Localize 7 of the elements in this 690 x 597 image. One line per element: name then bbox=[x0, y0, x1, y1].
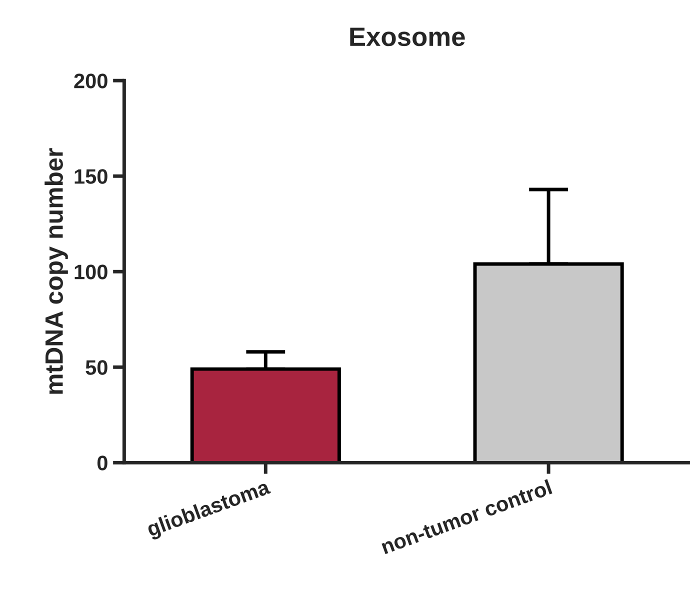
y-tick-label: 0 bbox=[97, 456, 108, 470]
y-axis-title: mtDNA copy number bbox=[44, 148, 68, 394]
chart-title: Exosome bbox=[350, 28, 465, 46]
y-tick-label: 200 bbox=[74, 74, 108, 88]
y-tick-label: 100 bbox=[74, 264, 108, 280]
y-tick-label: 150 bbox=[74, 169, 108, 184]
y-tick-label: 50 bbox=[86, 360, 108, 375]
